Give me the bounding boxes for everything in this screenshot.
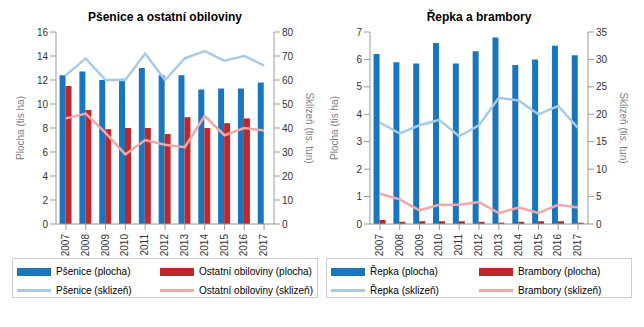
- svg-text:15: 15: [596, 136, 608, 147]
- svg-text:0: 0: [596, 219, 602, 230]
- svg-text:2017: 2017: [572, 234, 583, 257]
- svg-text:2: 2: [42, 195, 48, 206]
- svg-text:2009: 2009: [100, 234, 111, 257]
- svg-text:6: 6: [42, 147, 48, 158]
- svg-text:20: 20: [282, 171, 294, 182]
- svg-text:10: 10: [37, 99, 49, 110]
- svg-text:Sklizeň (tis. tun): Sklizeň (tis. tun): [618, 92, 629, 163]
- html-text:Řepka a brambory: Řepka a brambory: [426, 10, 532, 24]
- svg-text:2011: 2011: [139, 234, 150, 256]
- html-text:Brambory (sklizeň): Brambory (sklizeň): [518, 285, 602, 296]
- svg-text:4: 4: [356, 109, 362, 120]
- svg-text:4: 4: [42, 171, 48, 182]
- svg-text:10: 10: [282, 195, 294, 206]
- svg-text:5: 5: [356, 81, 362, 92]
- svg-text:16: 16: [37, 27, 49, 38]
- svg-text:50: 50: [282, 99, 294, 110]
- html-text:Ostatní obiloviny (plocha): Ostatní obiloviny (plocha): [199, 266, 312, 277]
- svg-text:2008: 2008: [80, 234, 91, 257]
- svg-text:2014: 2014: [513, 234, 524, 257]
- svg-text:30: 30: [596, 54, 608, 65]
- svg-text:2011: 2011: [453, 234, 464, 256]
- svg-text:Sklizeň (tis. tun): Sklizeň (tis. tun): [304, 92, 315, 163]
- html-text:Brambory (plocha): Brambory (plocha): [518, 266, 601, 277]
- svg-text:2013: 2013: [493, 234, 504, 257]
- svg-text:2009: 2009: [414, 234, 425, 257]
- html-text:Řepka (sklizeň): Řepka (sklizeň): [370, 285, 439, 296]
- svg-text:60: 60: [282, 75, 294, 86]
- svg-text:25: 25: [596, 81, 608, 92]
- svg-text:1: 1: [356, 191, 362, 202]
- svg-text:2012: 2012: [473, 234, 484, 257]
- svg-text:6: 6: [356, 54, 362, 65]
- svg-text:0: 0: [282, 219, 288, 230]
- svg-text:30: 30: [282, 147, 294, 158]
- svg-text:0: 0: [42, 219, 48, 230]
- svg-text:2016: 2016: [238, 234, 249, 257]
- svg-text:Plocha (tis ha): Plocha (tis ha): [329, 96, 340, 160]
- html-text:Pšenice a ostatní obiloviny: Pšenice a ostatní obiloviny: [88, 10, 242, 24]
- svg-text:20: 20: [596, 109, 608, 120]
- svg-text:2: 2: [356, 164, 362, 175]
- svg-text:14: 14: [37, 51, 49, 62]
- svg-text:35: 35: [596, 27, 608, 38]
- svg-text:2007: 2007: [374, 234, 385, 257]
- svg-text:2010: 2010: [433, 234, 444, 257]
- svg-text:10: 10: [596, 164, 608, 175]
- svg-text:80: 80: [282, 27, 294, 38]
- svg-text:2017: 2017: [258, 234, 269, 257]
- html-text:Řepka (plocha): Řepka (plocha): [370, 266, 438, 277]
- svg-text:2014: 2014: [199, 234, 210, 257]
- svg-text:7: 7: [356, 27, 362, 38]
- svg-text:2015: 2015: [533, 234, 544, 257]
- svg-text:Plocha (tis ha): Plocha (tis ha): [15, 96, 26, 160]
- html-text:Pšenice (plocha): Pšenice (plocha): [56, 266, 131, 277]
- svg-text:40: 40: [282, 123, 294, 134]
- svg-text:2010: 2010: [119, 234, 130, 257]
- svg-text:0: 0: [356, 219, 362, 230]
- svg-text:2007: 2007: [60, 234, 71, 257]
- svg-text:2012: 2012: [159, 234, 170, 257]
- svg-text:70: 70: [282, 51, 294, 62]
- svg-text:8: 8: [42, 123, 48, 134]
- svg-text:2013: 2013: [179, 234, 190, 257]
- html-text:Ostatní obiloviny (sklizeň): Ostatní obiloviny (sklizeň): [199, 285, 313, 296]
- svg-text:2016: 2016: [552, 234, 563, 257]
- svg-text:2015: 2015: [219, 234, 230, 257]
- svg-text:5: 5: [596, 191, 602, 202]
- svg-text:3: 3: [356, 136, 362, 147]
- svg-text:2008: 2008: [394, 234, 405, 257]
- html-text:Pšenice (sklizeň): Pšenice (sklizeň): [56, 285, 132, 296]
- svg-text:12: 12: [37, 75, 49, 86]
